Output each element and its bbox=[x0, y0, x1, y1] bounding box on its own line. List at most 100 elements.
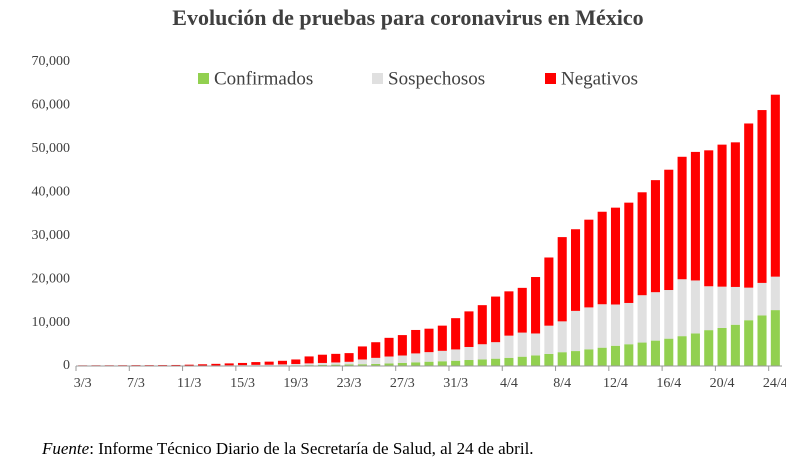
bar-segment bbox=[491, 296, 501, 343]
bar-segment bbox=[424, 361, 434, 366]
legend-swatch bbox=[545, 73, 556, 84]
x-tick-label: 3/3 bbox=[74, 376, 92, 391]
bar-segment bbox=[451, 349, 461, 361]
bar-segment bbox=[384, 356, 394, 364]
y-tick-label: 70,000 bbox=[32, 54, 71, 69]
bar-segment bbox=[264, 364, 274, 366]
x-tick-label: 31/3 bbox=[443, 376, 468, 391]
bar-segment bbox=[570, 351, 581, 366]
source-text: : Informe Técnico Diario de la Secretarí… bbox=[89, 439, 533, 458]
bar-segment bbox=[344, 364, 354, 366]
bar-segment bbox=[237, 362, 248, 366]
bar-segment bbox=[158, 365, 168, 366]
bar-segment bbox=[624, 302, 634, 345]
bar-segment bbox=[344, 361, 354, 365]
y-tick-label: 20,000 bbox=[32, 271, 71, 286]
bar-segment bbox=[504, 357, 514, 366]
bar-segment bbox=[597, 211, 607, 305]
bar-segment bbox=[317, 364, 327, 366]
bar-segment bbox=[384, 363, 394, 366]
legend-label: Negativos bbox=[561, 68, 638, 89]
chart-title: Evolución de pruebas para coronavirus en… bbox=[172, 5, 643, 30]
bar-segment bbox=[251, 362, 261, 365]
bar-segment bbox=[704, 150, 714, 287]
bar-segment bbox=[730, 286, 740, 325]
bar-segment bbox=[517, 332, 527, 357]
bar-segment bbox=[291, 359, 301, 364]
bar-segment bbox=[477, 344, 487, 360]
bar-segment bbox=[397, 335, 407, 356]
bar-segment bbox=[517, 356, 527, 366]
bar-segment bbox=[224, 363, 234, 366]
bar-segment bbox=[371, 342, 381, 358]
bar-segment bbox=[198, 364, 208, 366]
bar-segment bbox=[357, 364, 367, 366]
x-tick-label: 4/4 bbox=[500, 376, 518, 391]
bar-segment bbox=[371, 363, 381, 366]
bar-segment bbox=[664, 338, 674, 366]
bar-segment bbox=[770, 94, 780, 277]
bar-segment bbox=[184, 364, 194, 366]
bar-segment bbox=[144, 365, 154, 366]
bar-segment bbox=[504, 291, 514, 336]
bar-segment bbox=[464, 311, 474, 347]
bar-segment bbox=[411, 329, 421, 354]
bar-segment bbox=[637, 342, 647, 366]
bar-segment bbox=[477, 305, 487, 345]
bar-segment bbox=[584, 219, 594, 308]
y-tick-label: 10,000 bbox=[32, 315, 71, 330]
bar-segment bbox=[411, 362, 421, 366]
bar-segment bbox=[757, 282, 767, 316]
bar-segment bbox=[531, 277, 541, 334]
bar-segment bbox=[664, 290, 674, 339]
bar-segment bbox=[451, 360, 461, 366]
legend-swatch bbox=[198, 73, 209, 84]
y-tick-label: 0 bbox=[63, 358, 70, 373]
x-tick-label: 19/3 bbox=[283, 376, 308, 391]
bar-segment bbox=[570, 310, 581, 352]
bar-segment bbox=[464, 346, 474, 361]
bar-segment bbox=[384, 337, 394, 357]
bar-segment bbox=[357, 346, 367, 360]
bar-segment bbox=[491, 358, 501, 366]
legend-label: Confirmados bbox=[214, 68, 313, 89]
bar-segment bbox=[690, 333, 700, 366]
x-tick-label: 16/4 bbox=[656, 376, 681, 391]
x-tick-label: 20/4 bbox=[710, 376, 735, 391]
bar-segment bbox=[690, 280, 700, 334]
bar-segment bbox=[730, 324, 740, 366]
bar-segment bbox=[597, 304, 607, 348]
bar-segment bbox=[371, 357, 381, 364]
bar-segment bbox=[584, 349, 594, 366]
bar-segment bbox=[491, 342, 501, 359]
bar-segment bbox=[251, 364, 261, 366]
bar-segment bbox=[331, 362, 341, 365]
bar-segment bbox=[544, 353, 554, 366]
bar-segment bbox=[171, 364, 181, 366]
source-note: Fuente: Informe Técnico Diario de la Sec… bbox=[41, 439, 534, 458]
bar-segment bbox=[437, 350, 447, 362]
bar-segment bbox=[544, 257, 554, 326]
bar-segment bbox=[757, 315, 767, 366]
legend-label: Sospechosos bbox=[388, 68, 485, 89]
y-tick-label: 40,000 bbox=[32, 185, 71, 200]
bar-segment bbox=[770, 276, 780, 311]
bar-segment bbox=[317, 354, 327, 363]
bar-segment bbox=[451, 318, 461, 350]
bar-segment bbox=[357, 359, 367, 365]
y-tick-label: 30,000 bbox=[32, 228, 71, 243]
bar-segment bbox=[277, 364, 288, 366]
bar-segment bbox=[637, 295, 647, 343]
x-tick-label: 12/4 bbox=[603, 376, 628, 391]
source-label: Fuente bbox=[41, 439, 90, 458]
bar-segment bbox=[677, 279, 687, 337]
x-tick-label: 11/3 bbox=[177, 376, 201, 391]
bar-segment bbox=[237, 365, 248, 366]
bar-segment bbox=[211, 363, 221, 366]
bar-segment bbox=[477, 359, 487, 366]
bar-segment bbox=[570, 229, 581, 311]
legend-swatch bbox=[372, 73, 383, 84]
x-tick-label: 7/3 bbox=[127, 376, 145, 391]
bar-segment bbox=[610, 207, 621, 305]
bar-segment bbox=[397, 355, 407, 363]
